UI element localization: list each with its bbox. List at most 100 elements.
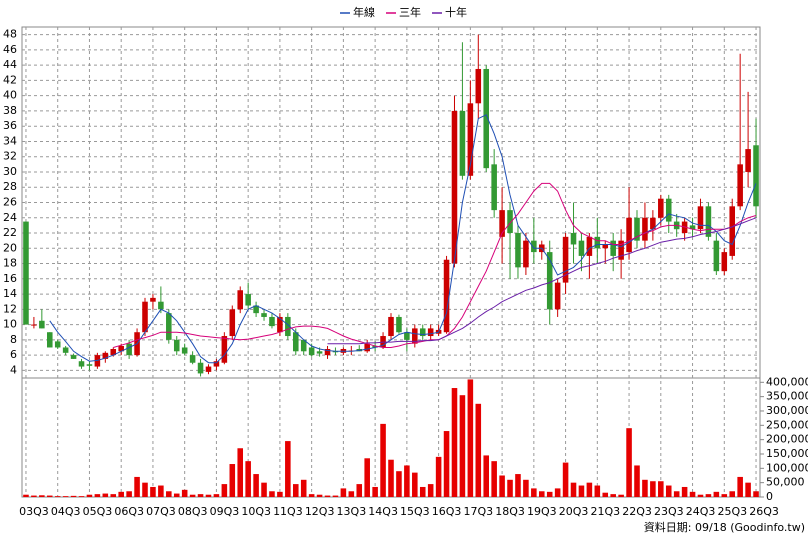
volume-bar [467, 379, 474, 497]
volume-bar [380, 423, 386, 497]
volume-bar [332, 495, 339, 497]
candle-body [618, 240, 624, 260]
y2-tick-label: 150,000 [766, 447, 808, 460]
candle-body [118, 345, 124, 352]
candle-body [634, 217, 640, 241]
volume-bar [245, 461, 251, 497]
x-tick-label: 25Q3 [717, 505, 747, 518]
candle-body [459, 110, 466, 176]
volume-bar [70, 495, 77, 497]
candle-body [737, 164, 743, 207]
x-tick-label: 26Q3 [749, 505, 779, 518]
candle-body [205, 366, 212, 372]
volume-bar [62, 496, 69, 497]
candle-body [86, 364, 93, 366]
candle-body [594, 236, 601, 249]
volume-bar [181, 489, 188, 497]
volume-bar [578, 485, 585, 497]
legend-label: 年線 [353, 5, 375, 19]
volume-bar [538, 491, 545, 497]
volume-bar [729, 491, 736, 497]
volume-bar [300, 479, 307, 497]
x-tick-label: 09Q3 [210, 505, 240, 518]
volume-bar [562, 462, 569, 497]
x-tick-label: 06Q3 [114, 505, 144, 518]
y2-tick-label: 50,000 [766, 476, 805, 489]
volume-bar [39, 495, 45, 497]
candle-body [697, 206, 704, 230]
volume-bar [515, 474, 521, 497]
volume-bar [142, 482, 148, 497]
x-tick-label: 24Q3 [686, 505, 716, 518]
candle-body [166, 313, 172, 340]
x-tick-label: 10Q3 [241, 505, 271, 518]
candle-body [388, 316, 394, 337]
candle-body [578, 240, 585, 256]
y-tick-label: 4 [10, 363, 17, 376]
volume-bar [150, 486, 156, 497]
candle-body [586, 236, 593, 256]
volume-bar [427, 484, 434, 497]
volume-bar [658, 481, 664, 497]
candle-body [523, 240, 529, 268]
volume-bar [348, 491, 355, 497]
volume-bar [364, 458, 370, 497]
ma-line [49, 114, 757, 364]
volume-bar [721, 494, 728, 497]
volume-bar [689, 491, 696, 497]
volume-bar [602, 492, 609, 497]
volume-bar [205, 494, 212, 497]
y2-tick-label: 250,000 [766, 418, 808, 431]
volume-bar [570, 482, 577, 497]
volume-bar [221, 484, 228, 497]
y-tick-label: 20 [3, 241, 17, 254]
legend-label: 十年 [445, 5, 467, 19]
candle-body [404, 332, 410, 340]
candle-body [364, 343, 370, 352]
x-tick-label: 21Q3 [590, 505, 620, 518]
candle-body [237, 290, 244, 310]
candle-body [23, 221, 29, 325]
volume-bar [292, 484, 299, 497]
candle-body [372, 345, 378, 348]
candle-body [245, 294, 251, 306]
legend-label: 三年 [399, 5, 421, 19]
candle-body [546, 252, 553, 310]
volume-bar [745, 482, 751, 497]
y-tick-label: 16 [3, 272, 17, 285]
candle-body [189, 355, 196, 363]
volume-bar [166, 491, 172, 497]
volume-bar [531, 488, 537, 497]
y2-tick-label: 350,000 [766, 390, 808, 403]
x-tick-label: 19Q3 [527, 505, 557, 518]
candle-body [316, 351, 323, 354]
candle-body [483, 68, 490, 169]
volume-bar [705, 494, 712, 497]
x-tick-label: 13Q3 [337, 505, 367, 518]
volume-bar [753, 491, 759, 497]
volume-bar [324, 495, 331, 497]
volume-bar [435, 456, 442, 497]
candle-body [562, 236, 569, 283]
y-tick-label: 34 [3, 134, 17, 147]
volume-bar [713, 491, 720, 497]
candle-body [62, 347, 69, 353]
candle-body [475, 68, 482, 104]
x-tick-label: 12Q3 [305, 505, 335, 518]
candle-body [642, 217, 648, 241]
candle-body [229, 309, 236, 337]
y-tick-label: 46 [3, 43, 17, 56]
volume-bar [126, 491, 132, 497]
candle-body [46, 332, 53, 348]
volume-bar [586, 482, 593, 497]
volume-bar [158, 485, 164, 497]
volume-bar [499, 475, 505, 497]
candle-body [499, 210, 505, 237]
candle-body [70, 355, 77, 359]
x-tick-label: 03Q3 [19, 505, 49, 518]
candle-body [285, 316, 291, 337]
y-tick-label: 24 [3, 211, 17, 224]
volume-bar [372, 486, 378, 497]
y-tick-label: 10 [3, 318, 17, 331]
candle-body [745, 149, 751, 172]
